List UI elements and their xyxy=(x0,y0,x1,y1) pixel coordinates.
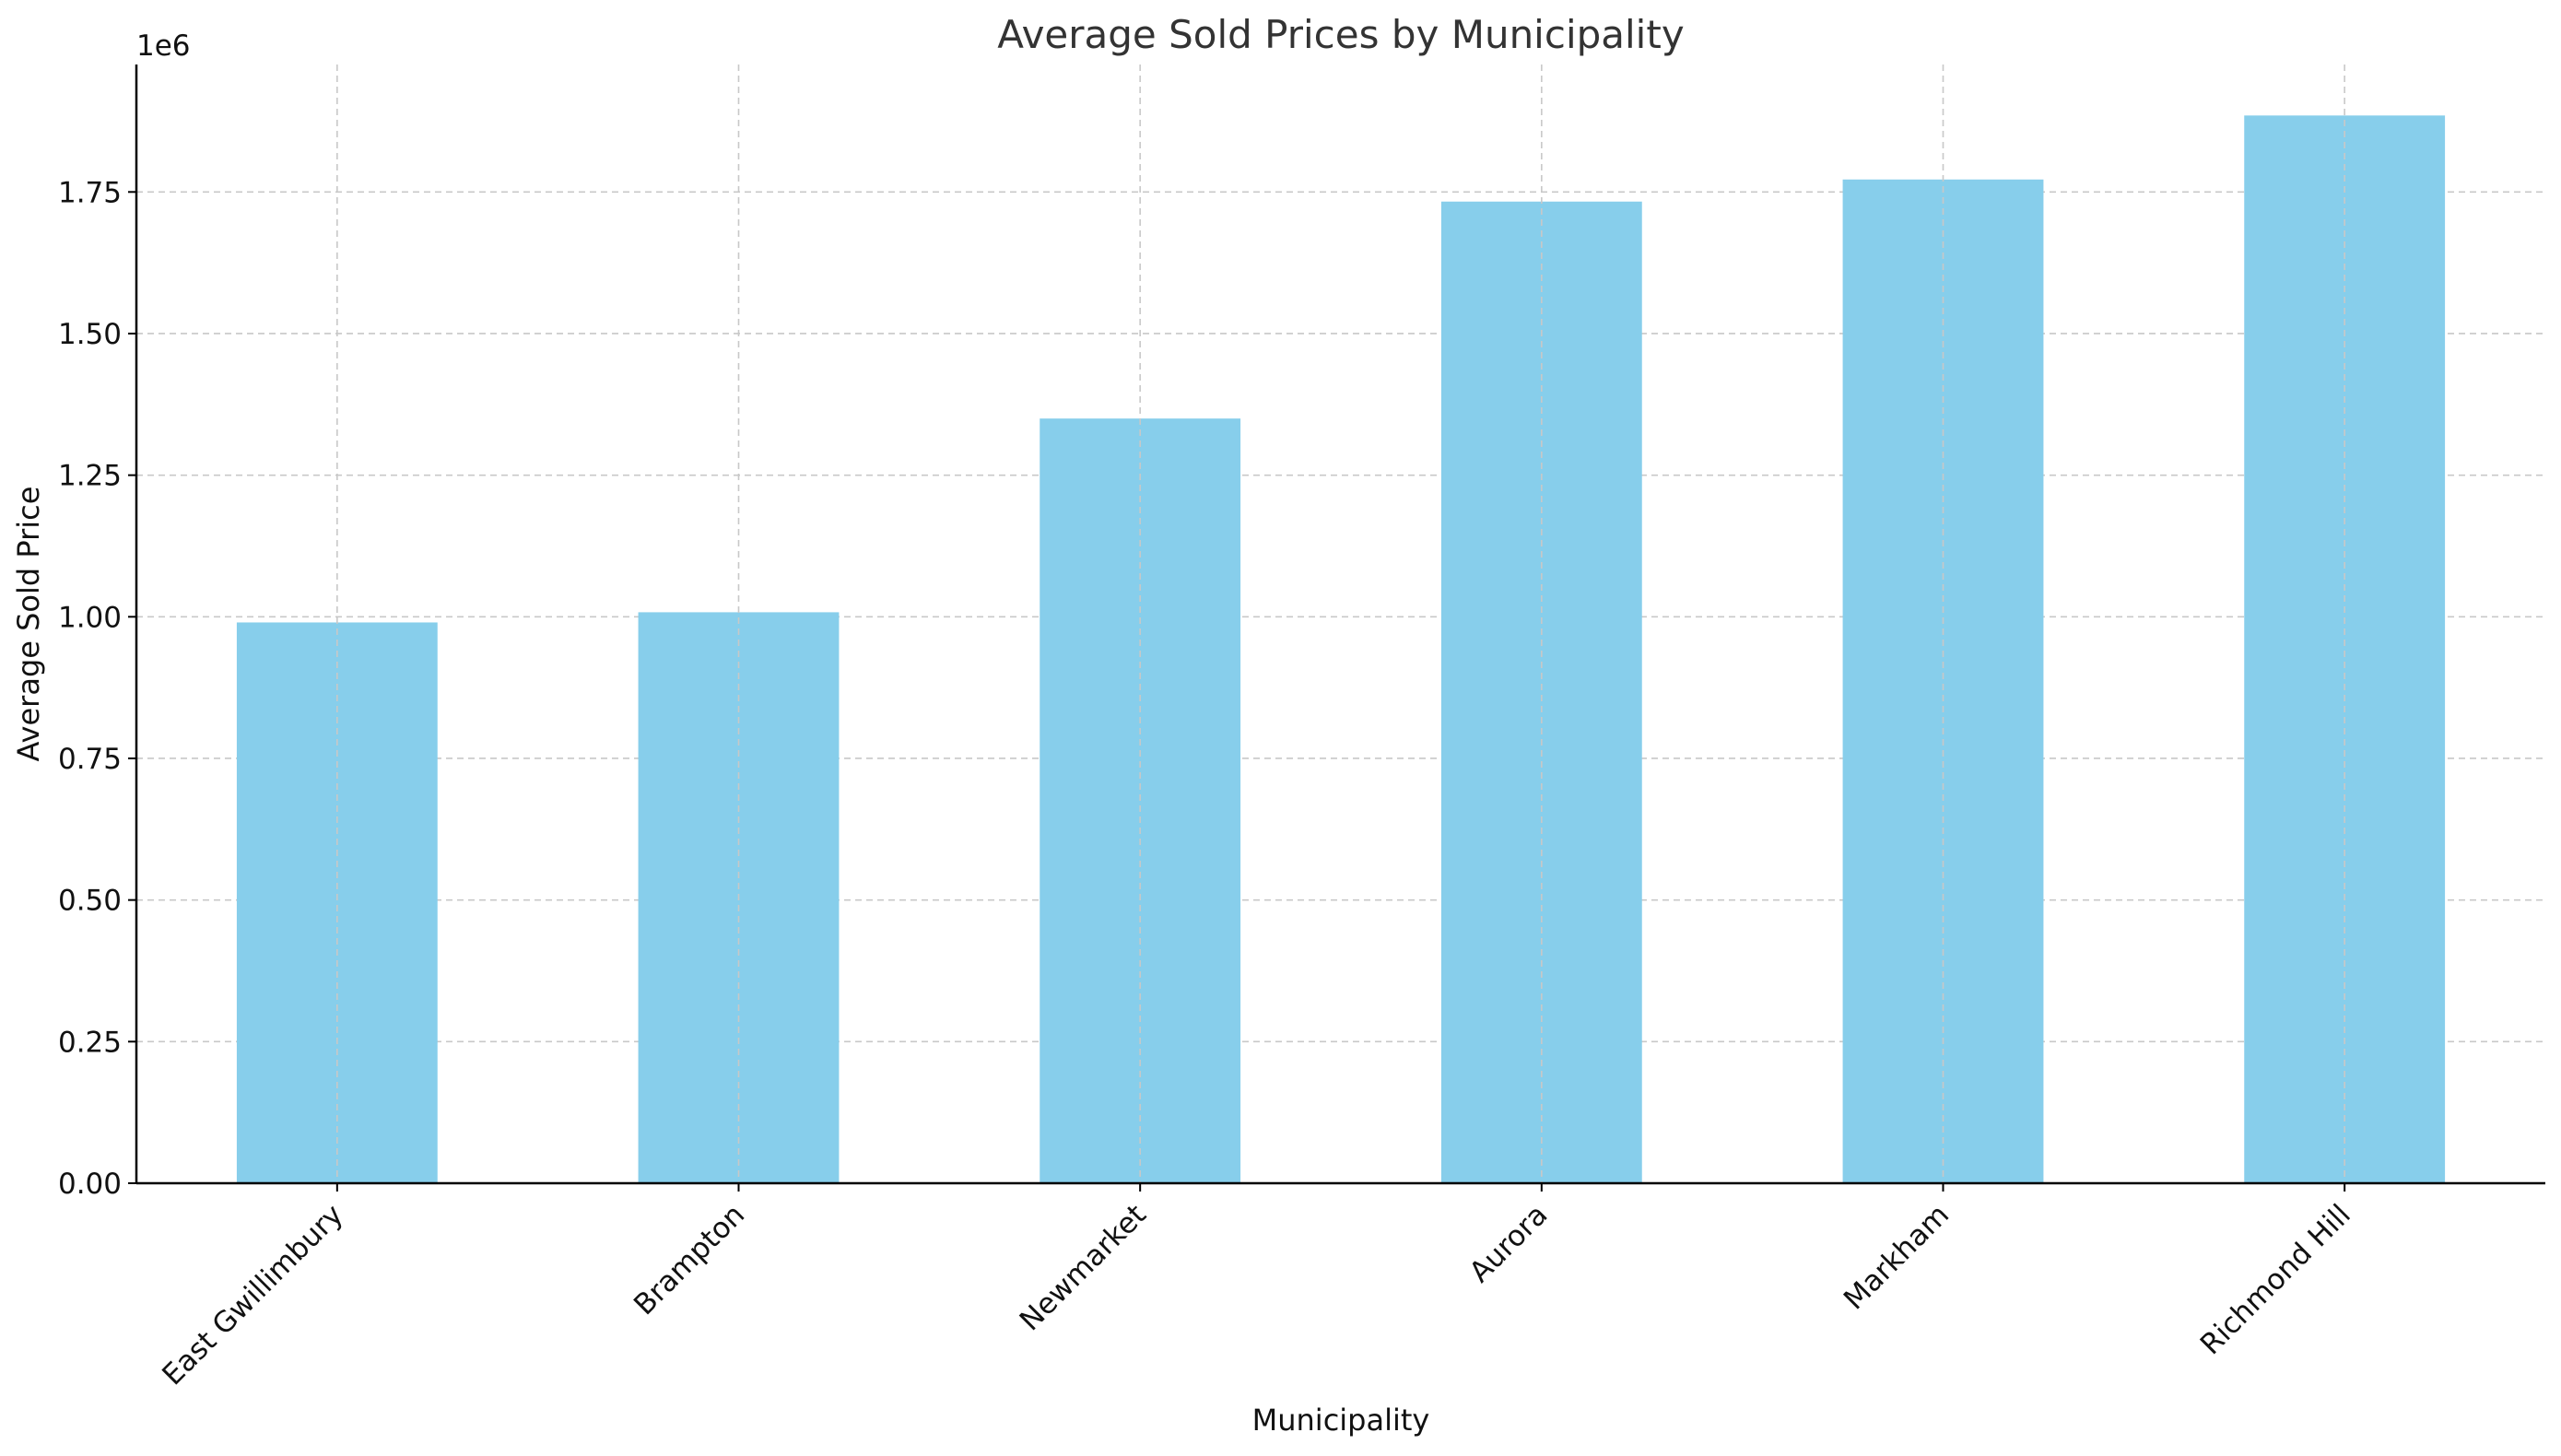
axes xyxy=(135,65,2545,1185)
grid xyxy=(136,191,2545,1043)
y-tick-label: 1.50 xyxy=(58,318,122,351)
y-tick-label: 0.50 xyxy=(58,885,122,918)
y-tick-label: 0.75 xyxy=(58,743,122,776)
x-tick-label: East Gwillimbury xyxy=(156,1198,349,1391)
y-tick-label: 0.25 xyxy=(58,1026,122,1059)
y-tick-label: 1.25 xyxy=(58,460,122,493)
y-tick-label: 1.00 xyxy=(58,601,122,634)
vertical-grid xyxy=(336,65,2345,1183)
x-ticks: East Gwillimbury Brampton Newmarket Aurora M… xyxy=(156,1183,2357,1391)
y-axis-offset-label: 1e6 xyxy=(136,29,191,63)
x-axis-label: Municipality xyxy=(1252,1403,1430,1438)
y-ticks: 0.00 0.25 0.50 0.75 1.00 1.25 1.50 1.75 xyxy=(58,176,136,1201)
bar xyxy=(1440,201,1642,1183)
y-tick-label: 1.75 xyxy=(58,176,122,209)
bar xyxy=(236,622,438,1183)
x-tick-label: Aurora xyxy=(1463,1198,1555,1289)
x-tick-label: Brampton xyxy=(628,1198,751,1321)
x-tick-label: Newmarket xyxy=(1014,1198,1153,1337)
chart-title: Average Sold Prices by Municipality xyxy=(997,12,1684,57)
x-tick-label: Markham xyxy=(1838,1198,1956,1316)
bars xyxy=(236,115,2446,1183)
y-tick-label: 0.00 xyxy=(58,1168,122,1201)
x-tick-label: Richmond Hill xyxy=(2194,1198,2357,1361)
y-axis-label: Average Sold Price xyxy=(11,487,46,762)
